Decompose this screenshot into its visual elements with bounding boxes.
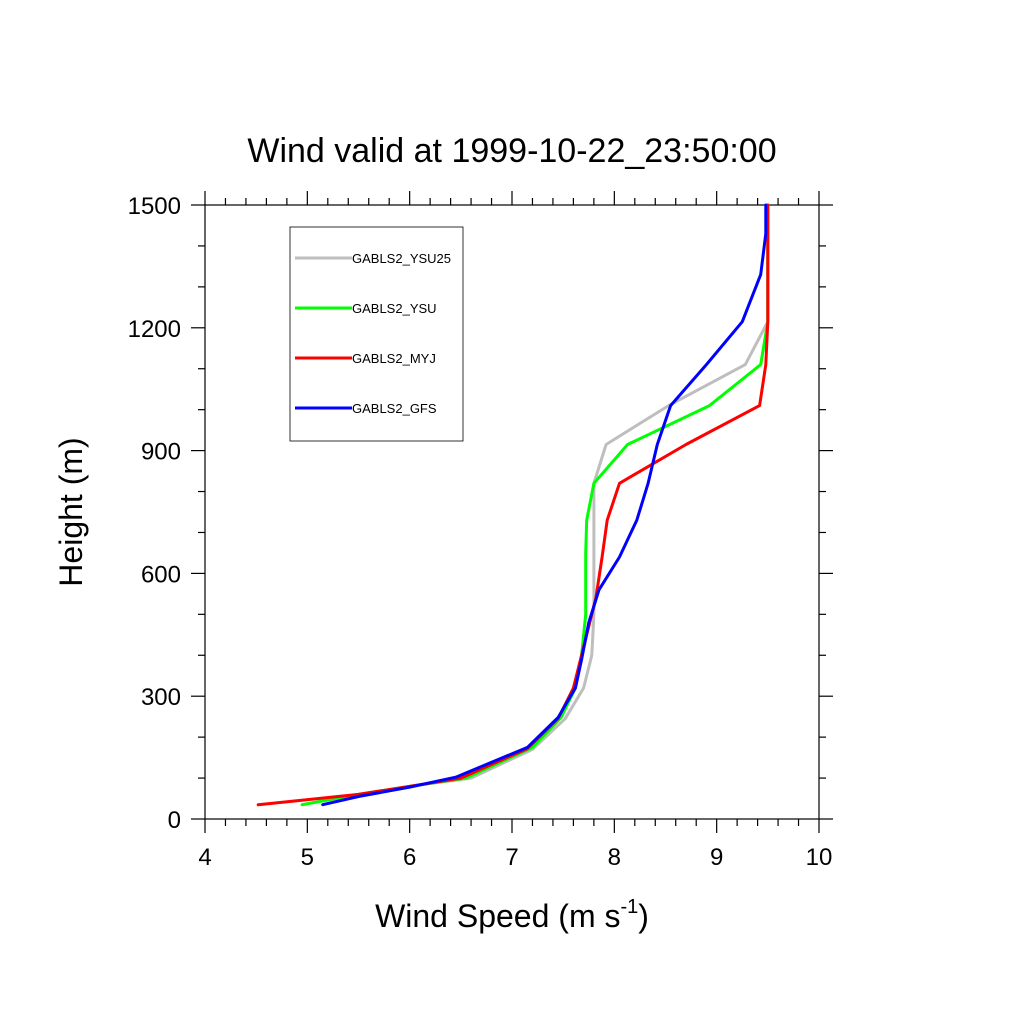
legend-label: GABLS2_MYJ [352,351,436,366]
y-tick-label: 1200 [128,316,181,343]
x-tick-label: 5 [301,844,314,871]
x-tick-label: 8 [608,844,621,871]
axis-ticks [191,191,833,833]
x-tick-label: 6 [403,844,416,871]
y-tick-label: 1500 [128,193,181,220]
x-tick-label: 4 [198,844,211,871]
legend-label: GABLS2_YSU [352,301,437,316]
axis-tick-labels: 4 5 6 7 8 9 10 0 300 600 900 1200 1500 [128,193,833,871]
legend: GABLS2_YSU25 GABLS2_YSU GABLS2_MYJ GABLS2_G… [289,226,464,442]
y-tick-label: 900 [141,439,181,466]
x-axis-label: Wind Speed (m s-1) [375,896,649,934]
legend-label: GABLS2_GFS [352,401,437,416]
legend-label: GABLS2_YSU25 [352,251,451,266]
y-tick-label: 300 [141,684,181,711]
x-axis-label-main: Wind Speed (m s [375,898,620,934]
legend-box [289,226,464,442]
x-axis-label-close: ) [638,898,649,934]
x-axis-label-superscript: -1 [620,896,638,918]
y-tick-label: 600 [141,561,181,588]
x-tick-label: 10 [806,844,833,871]
series-lines [256,203,770,807]
y-axis-label: Height (m) [53,437,89,586]
series-line-gabls2-gfs [321,203,768,807]
x-tick-label: 7 [505,844,518,871]
x-tick-label: 9 [710,844,723,871]
y-tick-label: 0 [168,807,181,834]
chart-title: Wind valid at 1999-10-22_23:50:00 [247,132,776,170]
